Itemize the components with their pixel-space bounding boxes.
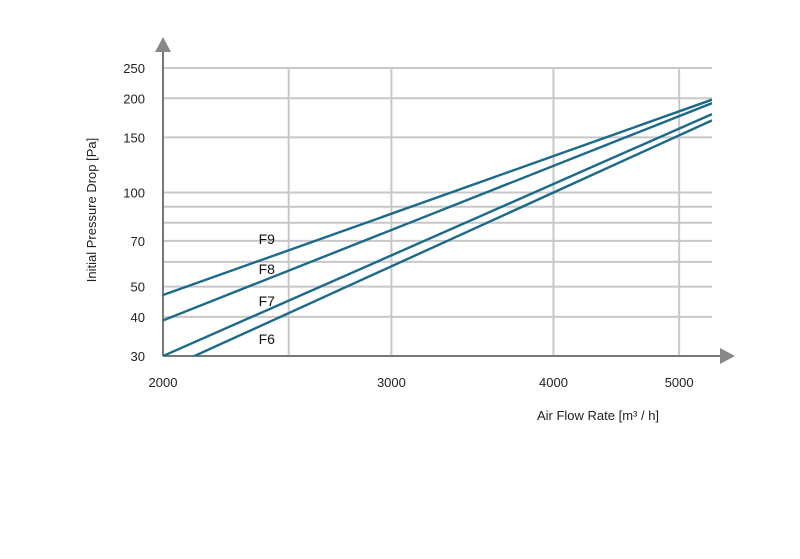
- x-axis-arrow-icon: [720, 348, 735, 364]
- series-lines: [163, 98, 712, 356]
- series-labels: F9 F8 F7 F6: [259, 231, 276, 347]
- x-tick-label-3000: 3000: [377, 375, 406, 390]
- x-axis-title: Air Flow Rate [m³ / h]: [537, 408, 659, 423]
- x-tick-label-5000: 5000: [665, 375, 694, 390]
- series-line-f9: [163, 98, 712, 297]
- y-tick-label-200: 200: [123, 91, 145, 106]
- y-tick-label-70: 70: [131, 234, 145, 249]
- y-axis-arrow-icon: [155, 37, 171, 52]
- y-tick-label-50: 50: [131, 280, 145, 295]
- y-tick-label-100: 100: [123, 185, 145, 200]
- x-tick-labels: 2000 3000 4000 5000: [149, 375, 694, 390]
- series-line-f6: [191, 119, 712, 356]
- y-tick-labels: 30 40 50 70 100 150 200 250: [123, 61, 145, 364]
- axes: [155, 37, 735, 364]
- series-line-f8: [163, 102, 712, 322]
- series-label-f7: F7: [259, 293, 276, 309]
- series-label-f6: F6: [259, 331, 276, 347]
- y-tick-label-40: 40: [131, 310, 145, 325]
- y-tick-label-250: 250: [123, 61, 145, 76]
- series-label-f8: F8: [259, 261, 276, 277]
- y-tick-label-150: 150: [123, 130, 145, 145]
- y-tick-label-30: 30: [131, 349, 145, 364]
- series-label-f9: F9: [259, 231, 276, 247]
- series-line-f7: [163, 113, 712, 356]
- y-axis-title: Initial Pressure Drop [Pa]: [84, 138, 99, 283]
- x-tick-label-2000: 2000: [149, 375, 178, 390]
- x-tick-label-4000: 4000: [539, 375, 568, 390]
